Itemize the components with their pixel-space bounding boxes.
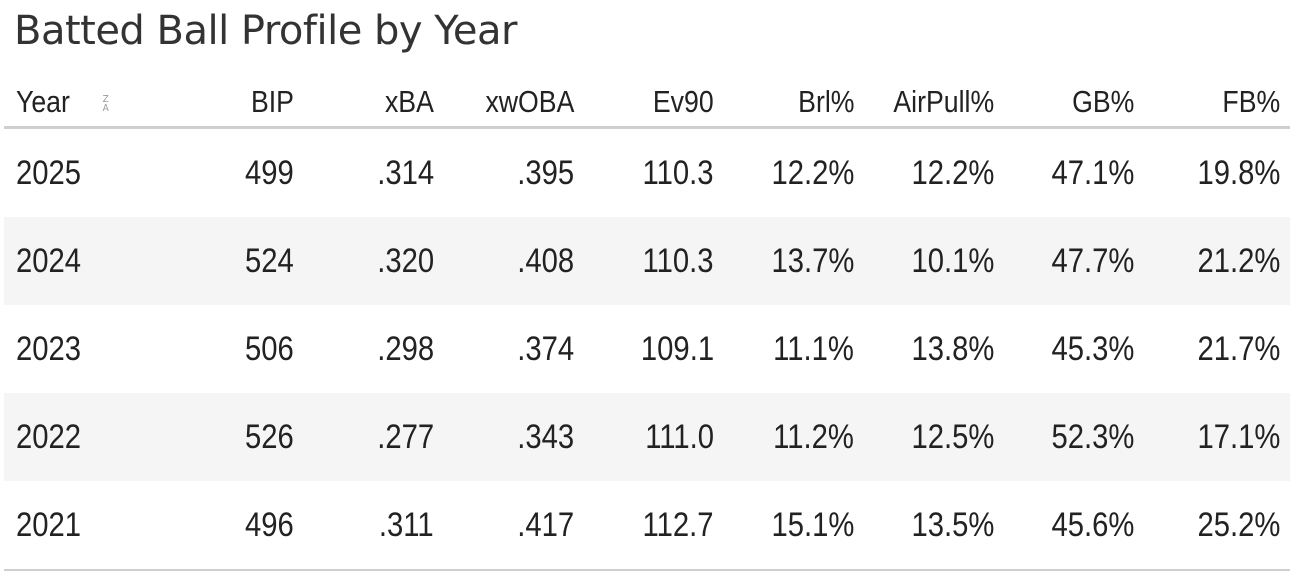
- cell-xwoba: .343: [434, 393, 574, 481]
- cell-fb-pct: 21.2%: [1134, 217, 1290, 305]
- cell-gb-pct: 52.3%: [994, 393, 1134, 481]
- table-title: Batted Ball Profile by Year: [14, 8, 517, 54]
- cell-bip: 524: [154, 217, 294, 305]
- column-header-brl-pct[interactable]: Brl%: [714, 78, 854, 129]
- cell-xba: .298: [377, 329, 434, 368]
- column-header-ev90[interactable]: Ev90: [574, 78, 714, 129]
- column-header-airpull-pct[interactable]: AirPull%: [854, 78, 994, 129]
- column-header-gb-pct[interactable]: GB%: [994, 78, 1134, 129]
- cell-fb-pct: 17.1%: [1134, 393, 1290, 481]
- cell-xba: .320: [294, 217, 434, 305]
- cell-gb-pct: 47.1%: [1051, 153, 1134, 192]
- table-row: 2023 506 .298 .374 109.1 11.1% 13.8% 45.3% 21.7%: [4, 305, 1290, 393]
- cell-brl-pct: 11.1%: [773, 329, 854, 368]
- column-header-year[interactable]: Year Z A: [4, 78, 154, 129]
- cell-airpull-pct: 13.5%: [854, 481, 994, 571]
- cell-year: 2021: [4, 481, 154, 571]
- header-row: Year Z A BIP xBA xwOBA Ev90 Brl% AirPull% …: [4, 78, 1290, 129]
- cell-airpull-pct: 12.2%: [911, 153, 994, 192]
- cell-bip: 499: [245, 153, 294, 192]
- cell-ev90: 110.3: [574, 217, 714, 305]
- cell-xwoba: .408: [434, 217, 574, 305]
- cell-year: 2023: [16, 329, 82, 368]
- cell-bip: 496: [154, 481, 294, 571]
- cell-ev90: 111.0: [574, 393, 714, 481]
- cell-xba: .314: [377, 153, 434, 192]
- cell-gb-pct: 45.6%: [994, 481, 1134, 571]
- cell-airpull-pct: 10.1%: [854, 217, 994, 305]
- cell-airpull-pct: 12.5%: [854, 393, 994, 481]
- cell-gb-pct: 45.3%: [1051, 329, 1134, 368]
- cell-airpull-pct: 13.8%: [911, 329, 994, 368]
- column-header-xwoba[interactable]: xwOBA: [434, 78, 574, 129]
- cell-brl-pct: 13.7%: [714, 217, 854, 305]
- cell-ev90: 109.1: [640, 329, 714, 368]
- cell-bip: 506: [245, 329, 294, 368]
- cell-fb-pct: 21.7%: [1197, 329, 1280, 368]
- table-row: 2025 499 .314 .395 110.3 12.2% 12.2% 47.1% 19.8%: [4, 128, 1290, 218]
- cell-ev90: 110.3: [642, 153, 714, 192]
- cell-ev90: 112.7: [574, 481, 714, 571]
- column-header-xba[interactable]: xBA: [294, 78, 434, 129]
- cell-year: 2022: [4, 393, 154, 481]
- cell-xba: .277: [294, 393, 434, 481]
- cell-brl-pct: 11.2%: [714, 393, 854, 481]
- cell-gb-pct: 47.7%: [994, 217, 1134, 305]
- table-row: 2024 524.320.408 110.3 13.7% 10.1% 47.7% 21.2%: [4, 217, 1290, 305]
- cell-year: 2025: [16, 153, 82, 192]
- cell-bip: 526: [154, 393, 294, 481]
- batted-ball-table: Year Z A BIP xBA xwOBA Ev90 Brl% AirPull% …: [4, 78, 1290, 571]
- table-row: 2021 496.311.417 112.7 15.1% 13.5% 45.6% 25.2%: [4, 481, 1290, 571]
- cell-brl-pct: 15.1%: [714, 481, 854, 571]
- cell-brl-pct: 12.2%: [771, 153, 854, 192]
- cell-xwoba: .395: [517, 153, 574, 192]
- cell-fb-pct: 19.8%: [1197, 153, 1280, 192]
- column-header-fb-pct[interactable]: FB%: [1134, 78, 1290, 129]
- cell-xba: .311: [294, 481, 434, 571]
- table-row: 2022 526.277.343 111.0 11.2% 12.5% 52.3% 17.1%: [4, 393, 1290, 481]
- cell-xwoba: .417: [434, 481, 574, 571]
- column-header-bip[interactable]: BIP: [154, 78, 294, 129]
- cell-fb-pct: 25.2%: [1134, 481, 1290, 571]
- cell-year: 2024: [4, 217, 154, 305]
- cell-xwoba: .374: [517, 329, 574, 368]
